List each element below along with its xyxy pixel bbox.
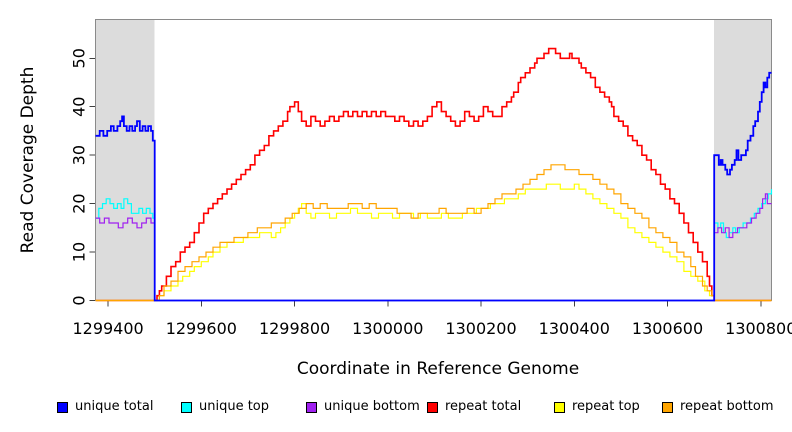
axis-tick-labels: 1299400 1299600 1299800 1300000 1300200 13004… bbox=[70, 48, 792, 338]
left-masked-region bbox=[95, 20, 155, 300]
x-tick-label: 1300200 bbox=[445, 319, 516, 338]
unique-bottom-swatch-icon bbox=[306, 401, 317, 413]
legend-item-repeat-top: repeat top bbox=[554, 398, 640, 416]
repeat-top-swatch-icon bbox=[554, 401, 565, 413]
series-line-repeat-bottom bbox=[95, 164, 772, 302]
legend-label: unique total bbox=[75, 399, 154, 414]
axis-ticks bbox=[89, 57, 762, 307]
x-tick-label: 1300600 bbox=[632, 319, 703, 338]
y-tick-label: 50 bbox=[70, 48, 89, 68]
legend-label: unique bottom bbox=[324, 399, 420, 414]
series-line-unique-total bbox=[95, 71, 772, 302]
legend-label: repeat top bbox=[572, 399, 640, 414]
y-axis-title: Read Coverage Depth bbox=[18, 67, 38, 254]
series-line-repeat-total bbox=[95, 47, 772, 302]
masked-regions bbox=[95, 20, 772, 300]
right-masked-region bbox=[714, 20, 772, 300]
legend-label: unique top bbox=[199, 399, 270, 414]
unique-top-swatch-icon bbox=[181, 401, 192, 413]
unique-total-swatch-icon bbox=[57, 401, 68, 413]
y-tick-label: 40 bbox=[70, 97, 89, 117]
x-tick-label: 1300400 bbox=[539, 319, 610, 338]
legend-item-unique-bottom: unique bottom bbox=[306, 398, 420, 416]
series-line-unique-bottom bbox=[95, 193, 772, 302]
x-tick-label: 1299400 bbox=[72, 319, 143, 338]
y-tick-label: 30 bbox=[70, 145, 89, 165]
x-tick-label: 1299600 bbox=[166, 319, 237, 338]
legend-item-repeat-total: repeat total bbox=[427, 398, 521, 416]
repeat-bottom-swatch-icon bbox=[662, 401, 673, 413]
legend-item-unique-top: unique top bbox=[181, 398, 269, 416]
legend: unique total unique top unique bottom re… bbox=[0, 398, 792, 422]
y-tick-label: 10 bbox=[70, 242, 89, 262]
x-tick-label: 1300000 bbox=[352, 319, 423, 338]
legend-item-repeat-bottom: repeat bottom bbox=[662, 398, 774, 416]
series-line-unique-top bbox=[95, 189, 773, 302]
y-tick-label: 0 bbox=[70, 295, 89, 305]
x-tick-label: 1299800 bbox=[259, 319, 330, 338]
series-line-repeat-top bbox=[95, 183, 772, 302]
legend-label: repeat bottom bbox=[680, 399, 774, 414]
x-tick-label: 1300800 bbox=[725, 319, 792, 338]
legend-label: repeat total bbox=[445, 399, 522, 414]
legend-item-unique-total: unique total bbox=[57, 398, 153, 416]
series-lines bbox=[95, 47, 773, 302]
x-axis-title: Coordinate in Reference Genome bbox=[297, 359, 579, 379]
repeat-total-swatch-icon bbox=[427, 401, 438, 413]
plot-border bbox=[95, 19, 772, 301]
y-tick-label: 20 bbox=[70, 193, 89, 213]
